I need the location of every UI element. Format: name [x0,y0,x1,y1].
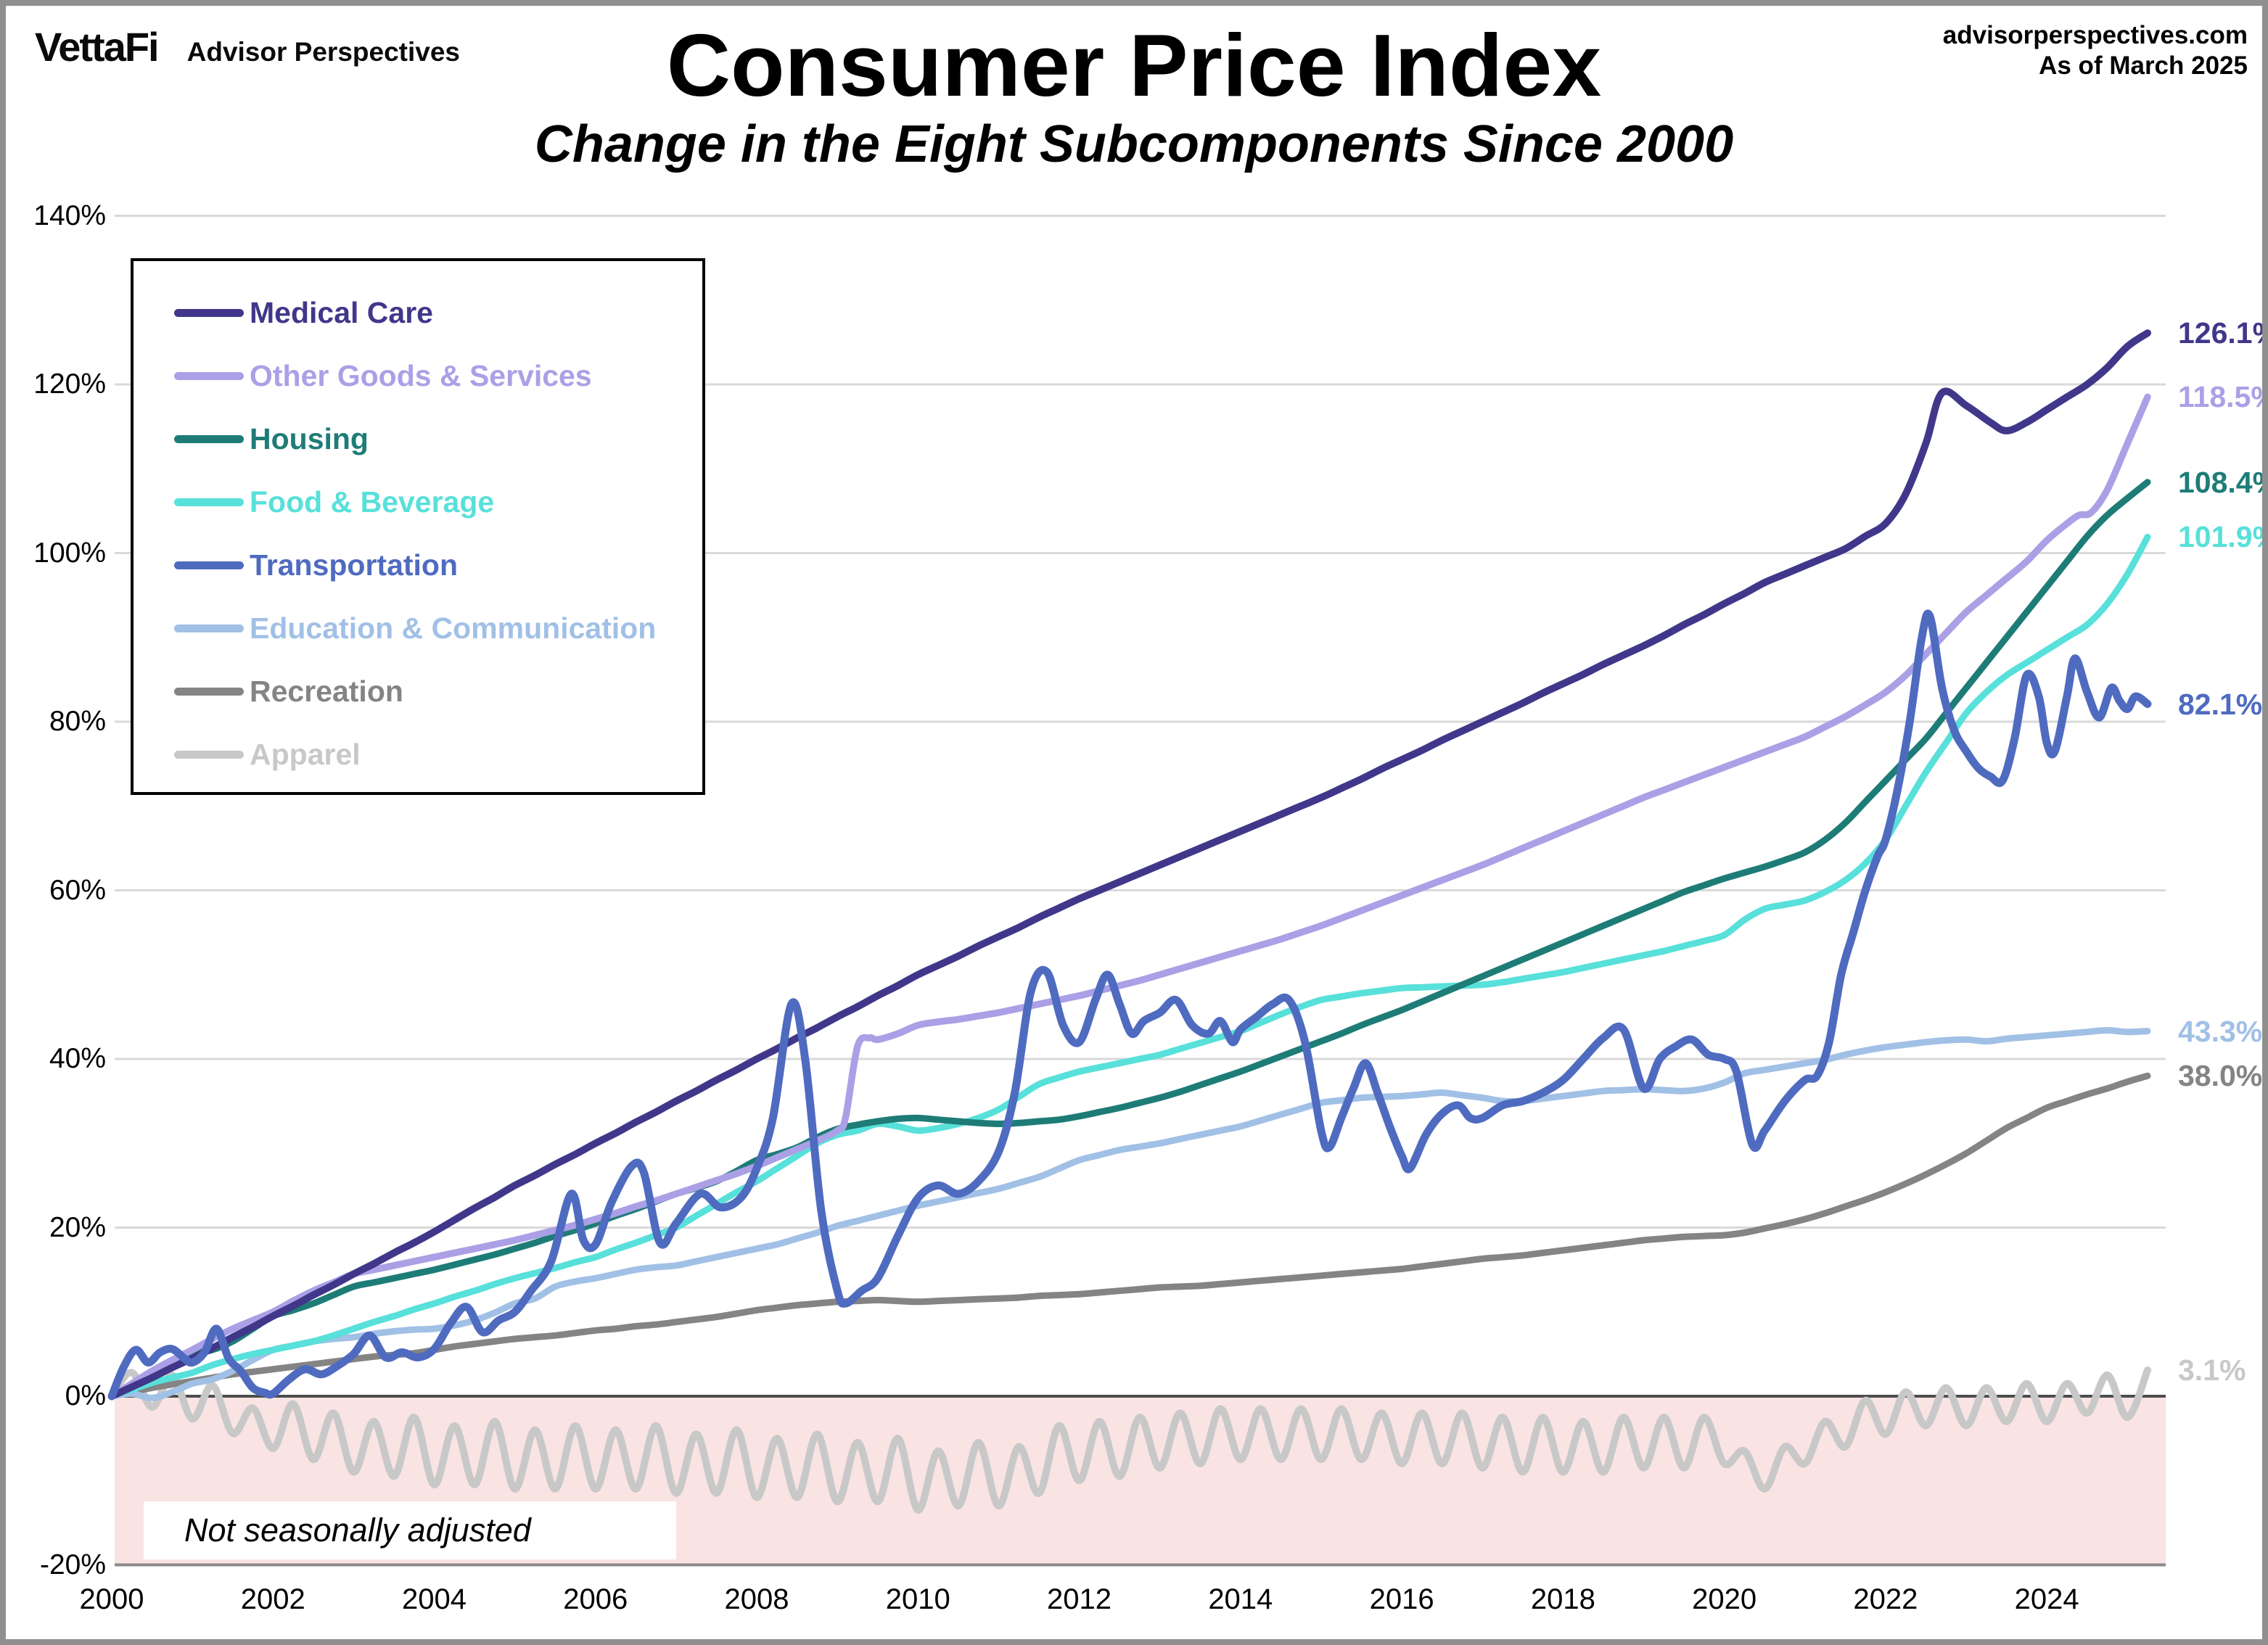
end-label-medical_care: 126.1% [2178,316,2262,350]
legend: Medical Care Other Goods & Services Housin… [131,258,705,795]
legend-swatch-education_communication [174,624,244,632]
series-line-education_communication [108,1027,2151,1401]
y-axis-label: 80% [49,706,106,737]
x-axis-label: 2008 [724,1583,789,1615]
legend-item-apparel: Apparel [133,723,702,786]
legend-item-medical_care: Medical Care [133,281,702,345]
x-axis-label: 2014 [1208,1583,1273,1615]
x-axis-label: 2006 [563,1583,628,1615]
x-axis-label: 2016 [1369,1583,1434,1615]
x-axis-label: 2012 [1047,1583,1112,1615]
series-line-transportation [107,609,2152,1401]
cpi-line-chart [107,215,2166,1567]
legend-swatch-transportation [174,561,244,569]
legend-label: Housing [250,422,369,455]
site-link: advisorperspectives.com [1942,21,2248,49]
legend-item-recreation: Recreation [133,660,702,723]
end-label-apparel: 3.1% [2178,1353,2246,1387]
end-label-transportation: 82.1% [2178,687,2263,721]
legend-item-transportation: Transportation [133,534,702,597]
end-label-recreation: 38.0% [2178,1059,2263,1093]
title-block: Consumer Price Index Change in the Eight… [6,19,2262,173]
series-line-food_beverage [108,533,2151,1400]
series-line-medical_care [108,329,2151,1400]
x-axis-label: 2002 [240,1583,305,1615]
y-axis-label: 140% [33,199,106,231]
legend-swatch-apparel [174,751,244,759]
legend-label: Other Goods & Services [250,359,592,392]
note-text: Not seasonally adjusted [184,1512,531,1549]
legend-swatch-recreation [174,688,244,696]
chart-title: Consumer Price Index [666,16,1602,115]
legend-swatch-medical_care [174,309,244,317]
x-axis-label: 2018 [1530,1583,1595,1615]
y-axis-label: 40% [49,1043,106,1074]
legend-label: Food & Beverage [250,485,495,519]
x-axis-label: 2004 [402,1583,467,1615]
source-block: advisorperspectives.com As of March 2025 [1943,20,2248,81]
legend-label: Apparel [250,738,361,771]
legend-swatch-other_goods_services [174,372,244,380]
series-line-apparel [108,1366,2151,1514]
logo-text: VettaFi [35,24,160,70]
end-label-housing: 108.4% [2178,465,2262,499]
x-axis-label: 2024 [2014,1583,2079,1615]
series-line-housing [108,479,2151,1400]
legend-swatch-food_beverage [174,498,244,506]
x-axis-label: 2010 [885,1583,950,1615]
as-of-date: As of March 2025 [2039,51,2248,80]
legend-item-housing: Housing [133,408,702,471]
legend-item-other_goods_services: Other Goods & Services [133,345,702,408]
legend-item-food_beverage: Food & Beverage [133,471,702,534]
end-label-other_goods_services: 118.5% [2178,380,2268,414]
end-label-education_communication: 43.3% [2178,1014,2263,1048]
legend-label: Education & Communication [250,611,657,645]
chart-subtitle: Change in the Eight Subcomponents Since … [534,115,1734,174]
end-label-food_beverage: 101.9% [2178,520,2262,554]
y-axis-label: 120% [33,368,106,400]
y-axis-label: -20% [39,1549,106,1580]
legend-label: Recreation [250,675,403,708]
note-box: Not seasonally adjusted [144,1501,676,1559]
x-axis-label: 2022 [1853,1583,1918,1615]
y-axis-label: 20% [49,1211,106,1243]
y-axis-label: 0% [65,1380,106,1411]
legend-item-education_communication: Education & Communication [133,597,702,660]
x-axis-label: 2000 [79,1583,144,1615]
series-line-recreation [108,1072,2151,1400]
legend-swatch-housing [174,435,244,443]
x-axis-label: 2020 [1692,1583,1757,1615]
y-axis-label: 100% [33,537,106,569]
legend-label: Transportation [250,548,459,582]
y-axis-label: 60% [49,874,106,906]
logo-tagline: Advisor Perspectives [186,37,460,67]
logo: VettaFi Advisor Perspectives [35,23,460,70]
series-line-other_goods_services [108,393,2151,1400]
legend-label: Medical Care [250,296,433,329]
